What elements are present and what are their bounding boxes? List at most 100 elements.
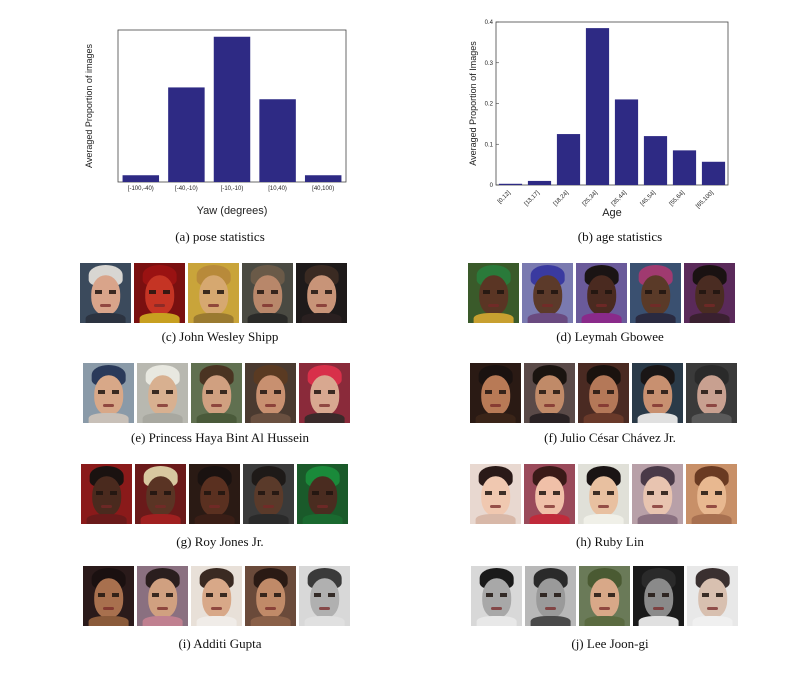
caption-g: (g) Roy Jones Jr. [176,534,264,549]
bar-7 [701,161,726,185]
face-row-c [80,263,347,323]
head-shape [309,375,340,416]
mouth-shape [706,403,717,407]
shoulders-shape [142,616,183,626]
head-shape [534,375,565,416]
face-photo-e-2 [137,363,188,423]
mouth-shape [707,606,718,610]
bar-6 [672,150,697,185]
eyes-shape [314,593,335,597]
face-photo-f-1 [470,363,521,423]
mouth-shape [103,403,114,407]
pose-chart-svg: [-100,-40) [-40,-10) [-10,-10) [10,40) [40,1… [84,29,347,217]
face-photo-i-1 [83,566,134,626]
bar-2 [213,36,251,182]
eyes-shape [647,390,668,394]
face-row-f [470,363,737,423]
shoulders-shape [304,413,345,423]
head-shape [586,275,617,316]
head-shape [532,275,563,316]
face-photo-d-5 [684,263,735,323]
mouth-shape [490,504,501,508]
bar-2 [556,134,581,185]
shoulders-shape [691,514,732,524]
head-shape [255,578,286,619]
head-shape [201,578,232,619]
caption-e: (e) Princess Haya Bint Al Hussein [130,430,309,445]
x-tick-label-0: [-100,-40) [128,186,154,192]
eyes-shape [483,290,504,294]
eyes-shape [540,593,561,597]
mouth-shape [157,606,168,610]
face-photo-d-4 [630,263,681,323]
x-axis-label: Age [602,207,622,219]
mouth-shape [545,606,556,610]
head-shape [199,476,230,517]
shoulders-shape [583,413,624,423]
eyes-shape [486,593,507,597]
shoulders-shape [583,514,624,524]
shoulders-shape [85,313,126,323]
x-tick-label-1: [-40,-10) [175,186,198,192]
mouth-shape [316,303,327,307]
mouth-shape [101,504,112,508]
head-shape [91,476,122,517]
face-photo-c-2 [134,263,185,323]
eyes-shape [203,290,224,294]
x-tick-label-4: [35,44] [611,190,628,207]
bar-4 [304,175,342,182]
head-shape [588,375,619,416]
face-photo-h-5 [686,464,737,524]
shoulders-shape [196,616,237,626]
caption-c: (c) John Wesley Shipp [161,329,279,344]
shoulders-shape [527,313,568,323]
shoulders-shape [247,313,288,323]
face-row-g [81,464,348,524]
caption-b: (b) age statistics [577,229,663,244]
shoulders-shape [584,616,625,626]
head-shape [147,375,178,416]
mouth-shape [208,303,219,307]
x-tick-label-4: [40,100) [312,186,334,192]
caption-j: (j) Lee Joon-gi [571,636,649,651]
face-photo-c-4 [242,263,293,323]
shoulders-shape [692,616,733,626]
mouth-shape [100,303,111,307]
eyes-shape [98,593,119,597]
eyes-shape [701,491,722,495]
shoulders-shape [140,514,181,524]
head-shape [589,578,620,619]
eyes-shape [258,491,279,495]
head-shape [145,476,176,517]
face-photo-j-1 [471,566,522,626]
y-tick-label-4: 0.4 [485,20,494,26]
shoulders-shape [689,313,730,323]
head-shape [90,275,121,316]
head-shape [309,578,340,619]
face-photo-h-2 [524,464,575,524]
age-chart-svg: [0,12] [13,17] [18,24] [25,34] [35,44] [45,54… [468,20,729,219]
head-shape [201,375,232,416]
shoulders-shape [250,616,291,626]
mouth-shape [652,403,663,407]
eyes-shape [152,390,173,394]
bar-5 [643,136,668,185]
face-row-d [468,263,735,323]
shoulders-shape [581,313,622,323]
shoulders-shape [475,413,516,423]
mouth-shape [650,303,661,307]
x-tick-label-2: [-10,-10) [221,186,244,192]
eyes-shape [206,390,227,394]
shoulders-shape [476,616,517,626]
face-photo-d-3 [576,263,627,323]
eyes-shape [257,290,278,294]
shoulders-shape [638,616,679,626]
y-tick-label-1: 0.1 [485,142,494,148]
eyes-shape [485,491,506,495]
x-tick-label-0: [0,12] [497,190,512,205]
shoulders-shape [142,413,183,423]
face-row-j [471,566,738,626]
head-shape [643,578,674,619]
shoulders-shape [88,616,129,626]
shoulders-shape [304,616,345,626]
